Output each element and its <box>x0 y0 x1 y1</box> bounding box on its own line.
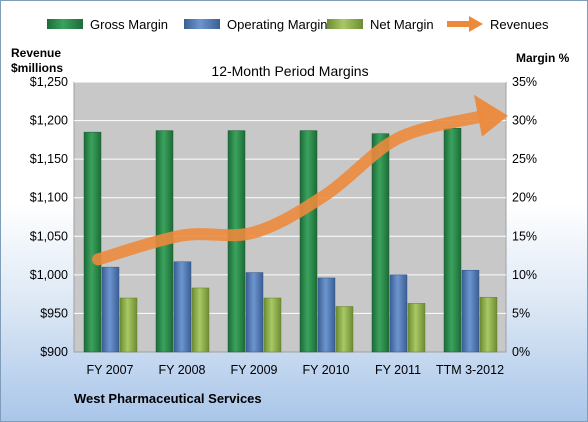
right-tick-label: 20% <box>512 191 537 205</box>
legend-arrowhead-revenues <box>469 16 483 32</box>
left-axis-ticks: $900 $950 $1,000 $1,050 $1,100 $1,150 $1,200 $1… <box>30 75 68 359</box>
left-tick-label: $1,250 <box>30 75 68 89</box>
bar-operating-margin-fy-2011 <box>389 274 408 353</box>
legend-item-operating-margin: Operating Margin <box>184 17 327 32</box>
bar-net-margin-fy-2007 <box>119 297 138 353</box>
bar-net-margin-fy-2011 <box>407 303 426 353</box>
legend-swatch-net-margin <box>327 19 363 29</box>
legend-swatch-gross-margin <box>47 19 83 29</box>
bar-gross-margin-fy-2009 <box>227 130 246 353</box>
bar-operating-margin-ttm-3-2012 <box>461 269 480 353</box>
category-label-fy-2008: FY 2008 <box>158 363 205 377</box>
bar-operating-margin-fy-2010 <box>317 277 336 353</box>
legend: Gross Margin Operating Margin Net Margin… <box>47 16 549 32</box>
category-label-ttm-3-2012: TTM 3-2012 <box>436 363 504 377</box>
bar-gross-margin-fy-2010 <box>299 130 318 353</box>
chart-title: 12-Month Period Margins <box>211 63 368 79</box>
left-tick-label: $1,050 <box>30 229 68 243</box>
bar-gross-margin-fy-2007 <box>83 131 102 353</box>
bar-gross-margin-fy-2011 <box>371 133 390 353</box>
left-tick-label: $1,150 <box>30 152 68 166</box>
bar-net-margin-fy-2009 <box>263 297 282 353</box>
right-tick-label: 0% <box>512 345 530 359</box>
bar-operating-margin-fy-2009 <box>245 272 264 353</box>
legend-label-gross-margin: Gross Margin <box>90 17 168 32</box>
left-tick-label: $1,200 <box>30 114 68 128</box>
revenue-trend <box>92 94 508 266</box>
right-axis-ticks: 0% 5% 10% 15% 20% 25% 30% 35% <box>512 75 537 359</box>
category-label-fy-2011: FY 2011 <box>375 363 421 377</box>
company-name: West Pharmaceutical Services <box>74 391 262 406</box>
category-labels: FY 2007 FY 2008 FY 2009 FY 2010 FY 2011 TTM 3… <box>86 363 504 377</box>
category-label-fy-2010: FY 2010 <box>302 363 349 377</box>
left-tick-label: $1,000 <box>30 268 68 282</box>
legend-item-gross-margin: Gross Margin <box>47 17 168 32</box>
left-tick-label: $1,100 <box>30 191 68 205</box>
category-label-fy-2009: FY 2009 <box>230 363 277 377</box>
legend-label-revenues: Revenues <box>490 17 549 32</box>
bar-net-margin-fy-2008 <box>191 287 210 353</box>
bar-gross-margin-ttm-3-2012 <box>443 128 462 353</box>
legend-item-revenues: Revenues <box>447 16 549 32</box>
bar-net-margin-ttm-3-2012 <box>479 296 498 353</box>
right-tick-label: 10% <box>512 268 537 282</box>
bar-operating-margin-fy-2008 <box>173 261 192 353</box>
legend-label-net-margin: Net Margin <box>370 17 434 32</box>
legend-swatch-operating-margin <box>184 19 220 29</box>
legend-label-operating-margin: Operating Margin <box>227 17 327 32</box>
right-axis-title: Margin % <box>516 51 570 65</box>
right-tick-label: 15% <box>512 229 537 243</box>
left-axis-title-line2: $millions <box>11 61 63 75</box>
bar-operating-margin-fy-2007 <box>101 266 120 353</box>
revenue-trend-line <box>92 110 486 266</box>
category-label-fy-2007: FY 2007 <box>86 363 133 377</box>
left-axis-title-line1: Revenue <box>11 46 61 60</box>
bar-net-margin-fy-2010 <box>335 306 354 353</box>
bars <box>83 128 498 353</box>
right-tick-label: 30% <box>512 114 537 128</box>
left-tick-label: $900 <box>40 345 68 359</box>
legend-item-net-margin: Net Margin <box>327 17 434 32</box>
right-tick-label: 5% <box>512 306 530 320</box>
left-tick-label: $950 <box>40 306 68 320</box>
right-tick-label: 35% <box>512 75 537 89</box>
revenue-arrowhead <box>474 94 508 137</box>
right-tick-label: 25% <box>512 152 537 166</box>
